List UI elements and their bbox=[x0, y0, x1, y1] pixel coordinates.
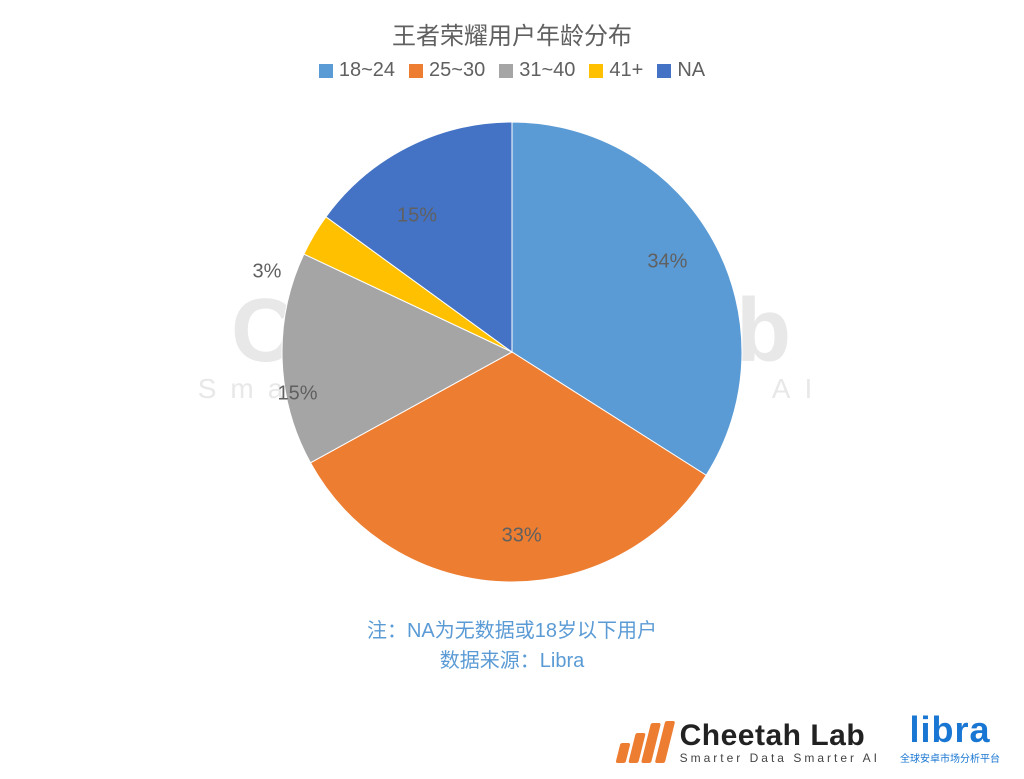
pie-slice-label: 15% bbox=[277, 382, 317, 405]
chart-footnote: 注：NA为无数据或18岁以下用户 数据来源：Libra bbox=[0, 616, 1024, 676]
legend-label: 31~40 bbox=[519, 59, 575, 82]
legend-swatch bbox=[589, 64, 603, 78]
legend-swatch bbox=[657, 64, 671, 78]
legend-label: NA bbox=[677, 59, 705, 82]
footnote-line2: 数据来源：Libra bbox=[0, 646, 1024, 676]
chart-legend: 18~24 25~30 31~40 41+ NA bbox=[0, 59, 1024, 82]
legend-item: 18~24 bbox=[319, 59, 395, 82]
pie-slice-label: 33% bbox=[502, 524, 542, 547]
legend-item: 31~40 bbox=[499, 59, 575, 82]
pie-slice-label: 34% bbox=[647, 251, 687, 274]
legend-swatch bbox=[499, 64, 513, 78]
legend-item: 25~30 bbox=[409, 59, 485, 82]
pie-slice-label: 3% bbox=[253, 261, 282, 284]
legend-item: NA bbox=[657, 59, 705, 82]
chart-container: 王者荣耀用户年龄分布 18~24 25~30 31~40 41+ NA 34% 33% 15… bbox=[0, 0, 1024, 779]
legend-swatch bbox=[409, 64, 423, 78]
chart-title: 王者荣耀用户年龄分布 bbox=[0, 0, 1024, 51]
pie-chart: 34% 33% 15% 3% 15% bbox=[0, 82, 1024, 622]
pie-slice-label: 15% bbox=[397, 205, 437, 228]
legend-swatch bbox=[319, 64, 333, 78]
legend-item: 41+ bbox=[589, 59, 643, 82]
legend-label: 41+ bbox=[609, 59, 643, 82]
legend-label: 18~24 bbox=[339, 59, 395, 82]
legend-label: 25~30 bbox=[429, 59, 485, 82]
